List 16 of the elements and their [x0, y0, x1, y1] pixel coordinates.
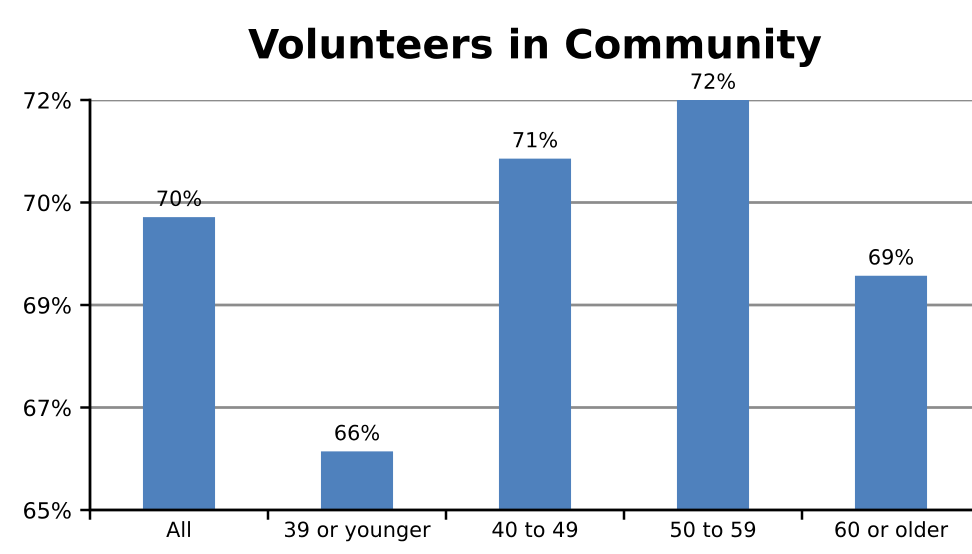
- data-label: 69%: [869, 248, 914, 265]
- y-tick-label: 65%: [24, 502, 71, 519]
- y-tick-label: 70%: [24, 194, 71, 212]
- data-label: 70%: [158, 190, 202, 206]
- x-tick-label: 40 to 49: [492, 521, 578, 538]
- y-tick-label: 72%: [24, 92, 71, 109]
- data-label: 72%: [692, 73, 736, 90]
- y-tick-label: 69%: [24, 296, 71, 314]
- x-tick-label: 60 or older: [835, 521, 948, 538]
- x-tick-label: 50 to 59: [671, 521, 756, 538]
- x-tick-label: All: [166, 521, 190, 537]
- chart-title: Volunteers in Community: [248, 28, 822, 68]
- x-tick-label: 39 or younger: [285, 521, 431, 542]
- data-label: 66%: [335, 424, 380, 440]
- data-label: 71%: [514, 132, 558, 148]
- y-tick-label: 67%: [24, 399, 71, 416]
